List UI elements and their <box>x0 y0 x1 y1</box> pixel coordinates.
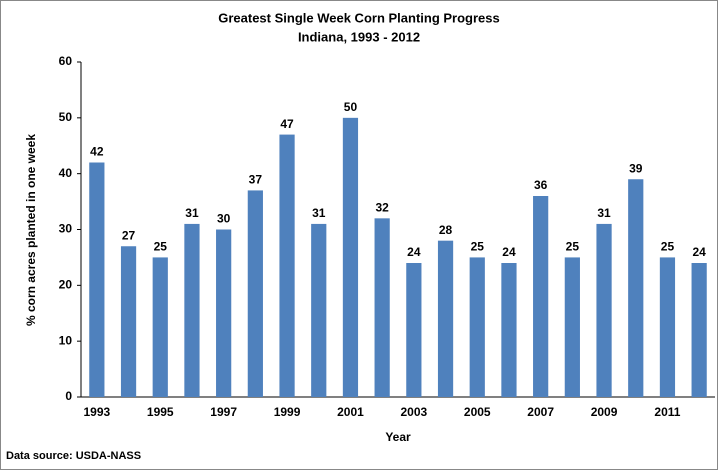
x-tick-label: 2005 <box>464 405 491 419</box>
data-label: 42 <box>90 145 104 159</box>
bar <box>311 223 327 397</box>
x-tick-label: 2003 <box>400 405 427 419</box>
bar <box>501 263 517 397</box>
data-label: 36 <box>534 178 548 192</box>
data-label: 50 <box>344 100 358 114</box>
y-axis-label: % corn acres planted in one week <box>24 134 38 326</box>
bar <box>247 190 263 397</box>
y-tick-label: 50 <box>59 110 73 124</box>
data-label: 25 <box>154 240 168 254</box>
bar <box>533 196 549 397</box>
bar <box>596 223 612 397</box>
bar <box>89 162 105 397</box>
data-label: 27 <box>122 228 136 242</box>
chart-title: Greatest Single Week Corn Planting Progr… <box>218 10 500 25</box>
data-label: 24 <box>502 245 516 259</box>
bar <box>374 218 390 397</box>
bar <box>628 179 644 397</box>
data-label: 24 <box>692 245 706 259</box>
bar <box>437 240 454 397</box>
x-tick-label: 2001 <box>337 405 364 419</box>
chart-subtitle: Indiana, 1993 - 2012 <box>298 29 420 44</box>
x-tick-label: 2009 <box>591 405 618 419</box>
bar <box>469 257 485 397</box>
source-note: Data source: USDA-NASS <box>6 450 141 462</box>
x-tick-label: 1999 <box>274 405 301 419</box>
data-label: 31 <box>597 206 611 220</box>
bar <box>184 223 200 397</box>
data-label: 25 <box>566 240 580 254</box>
y-tick-label: 10 <box>59 333 73 347</box>
bar <box>691 263 707 397</box>
x-tick-label: 2011 <box>654 405 680 419</box>
x-axis-label: Year <box>385 430 411 444</box>
x-tick-label: 1993 <box>83 405 110 419</box>
bar <box>342 117 359 397</box>
x-tick-label: 1997 <box>210 405 237 419</box>
x-tick-label: 2007 <box>527 405 554 419</box>
y-tick-label: 20 <box>59 278 73 292</box>
data-label: 32 <box>375 201 389 215</box>
data-label: 25 <box>661 240 675 254</box>
bar <box>152 257 168 397</box>
bar <box>406 263 422 397</box>
data-label: 47 <box>280 117 294 131</box>
bar <box>564 257 580 397</box>
bar <box>120 246 137 397</box>
y-tick-label: 60 <box>59 54 73 68</box>
bar <box>279 134 295 398</box>
x-tick-label: 1995 <box>147 405 174 419</box>
data-label: 30 <box>217 212 231 226</box>
data-label: 31 <box>312 206 326 220</box>
y-tick-label: 30 <box>59 222 73 236</box>
data-label: 24 <box>407 245 421 259</box>
data-label: 31 <box>185 206 199 220</box>
y-tick-label: 40 <box>59 166 73 180</box>
bar <box>659 257 676 397</box>
data-label: 28 <box>439 223 453 237</box>
data-label: 39 <box>629 161 643 175</box>
y-tick-label: 0 <box>65 389 72 403</box>
data-label: 37 <box>249 173 263 187</box>
bar <box>216 229 232 397</box>
data-label: 25 <box>471 240 485 254</box>
